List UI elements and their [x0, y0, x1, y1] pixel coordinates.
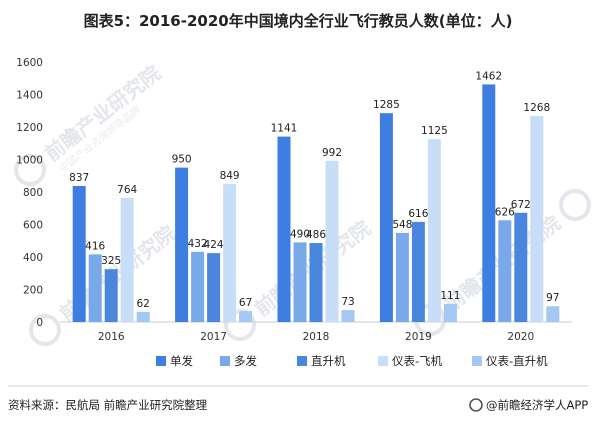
bar [293, 242, 307, 322]
bar [239, 311, 253, 322]
y-tick-label: 800 [23, 187, 43, 199]
bar [277, 136, 291, 322]
bar [498, 220, 512, 322]
x-axis: 2016 2017 2018 2019 2020 [98, 331, 534, 343]
x-tick-label: 2018 [303, 331, 330, 343]
bar-value-label: 97 [546, 292, 559, 304]
y-tick-label: 200 [23, 285, 43, 297]
bar-value-label: 672 [511, 199, 531, 211]
legend: 单发 多发 直升机 仪表-飞机 仪表-直升机 [156, 354, 548, 368]
y-tick-label: 0 [36, 317, 43, 329]
bar [104, 269, 118, 322]
bar [175, 167, 189, 322]
y-tick-label: 1600 [16, 57, 43, 69]
source-note: 资料来源：民航局 前瞻产业研究院整理 [8, 398, 208, 412]
bar-value-label: 849 [220, 170, 240, 182]
legend-swatch [297, 356, 307, 366]
bar [341, 310, 355, 322]
bar [207, 253, 221, 322]
watermark-logo-icon [29, 314, 61, 346]
bar [136, 311, 150, 322]
bar [443, 303, 457, 322]
bar-value-label: 626 [495, 206, 515, 218]
bar-value-label: 416 [85, 240, 105, 252]
bar-value-label: 1285 [373, 99, 400, 111]
y-tick-label: 1400 [16, 90, 43, 102]
bar [120, 197, 134, 322]
bar-value-label: 837 [69, 172, 89, 184]
bar [191, 251, 205, 322]
legend-swatch [156, 356, 166, 366]
bar-value-label: 111 [440, 290, 460, 302]
bar [223, 184, 237, 322]
footer-brand: @前瞻经济学人APP [469, 398, 588, 412]
bar-value-label: 1141 [271, 123, 298, 135]
bar [309, 243, 323, 322]
bar-value-label: 1462 [475, 70, 502, 82]
x-tick-label: 2017 [200, 331, 227, 343]
x-tick-label: 2020 [507, 331, 534, 343]
watermark-text: 前瞻产业研究院 [40, 61, 165, 166]
bar [325, 160, 339, 322]
legend-label: 仪表-直升机 [486, 354, 548, 368]
legend-label: 单发 [170, 354, 193, 368]
y-axis: 0 200 400 600 800 1000 1200 1400 1600 [16, 57, 43, 329]
legend-swatch [220, 356, 230, 366]
y-tick-label: 1000 [16, 155, 43, 167]
bar-value-label: 67 [239, 297, 252, 309]
bar-value-label: 548 [392, 219, 412, 231]
bar-value-label: 424 [204, 239, 224, 251]
bar-value-label: 1125 [421, 125, 448, 137]
bar-value-label: 325 [101, 255, 121, 267]
legend-swatch [472, 356, 482, 366]
bar-value-label: 950 [172, 154, 192, 166]
bar-value-label: 616 [408, 208, 428, 220]
legend-swatch [378, 356, 388, 366]
x-tick-label: 2019 [405, 331, 432, 343]
bar [88, 254, 102, 322]
watermark-logo-icon [559, 189, 591, 221]
bar [546, 306, 560, 322]
legend-label: 仪表-飞机 [392, 354, 443, 368]
bar-value-label: 486 [306, 229, 326, 241]
bar-value-label: 1268 [523, 102, 550, 114]
bar-value-label: 992 [322, 147, 342, 159]
watermark-logo-icon [14, 154, 46, 186]
chart-title: 图表5：2016-2020年中国境内全行业飞行教员人数(单位：人) [84, 12, 513, 30]
y-tick-label: 400 [23, 252, 43, 264]
bar [530, 115, 544, 322]
y-tick-label: 600 [23, 220, 43, 232]
bar-value-label: 62 [137, 298, 150, 310]
bar [411, 221, 425, 322]
bar-value-label: 432 [188, 238, 208, 250]
bar-value-label: 764 [117, 184, 137, 196]
bar-value-label: 490 [290, 228, 310, 240]
bar [427, 139, 441, 322]
legend-label: 多发 [234, 354, 257, 368]
bar [514, 212, 528, 322]
brand-logo-icon [469, 398, 483, 412]
bar [395, 232, 409, 322]
legend-label: 直升机 [311, 354, 346, 368]
bar-value-label: 73 [341, 296, 354, 308]
bar [482, 84, 496, 322]
x-tick-label: 2016 [98, 331, 125, 343]
bar [379, 113, 393, 322]
y-tick-label: 1200 [16, 122, 43, 134]
brand-label: @前瞻经济学人APP [486, 398, 588, 412]
bar [72, 185, 86, 322]
